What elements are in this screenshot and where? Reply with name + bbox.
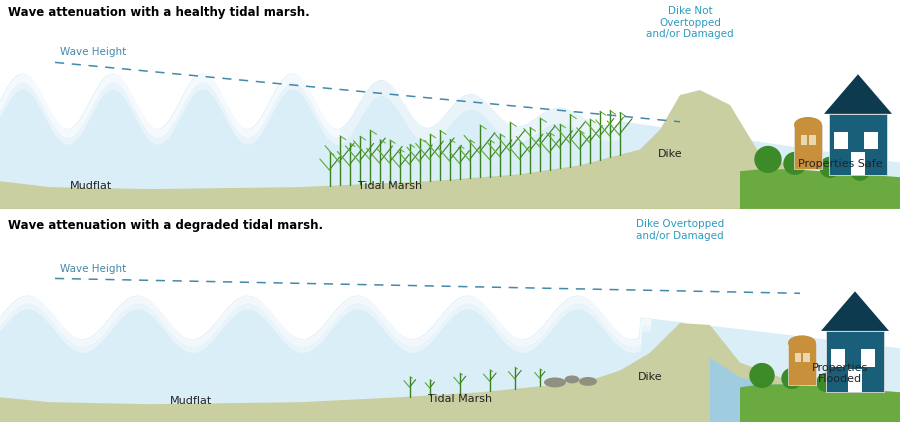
Text: Mudflat: Mudflat xyxy=(70,181,112,191)
Bar xyxy=(831,349,845,367)
Polygon shape xyxy=(0,90,900,209)
Circle shape xyxy=(750,364,774,387)
Bar xyxy=(848,369,862,392)
Text: Wave attenuation with a degraded tidal marsh.: Wave attenuation with a degraded tidal m… xyxy=(8,219,323,232)
Text: Wave attenuation with a healthy tidal marsh.: Wave attenuation with a healthy tidal ma… xyxy=(8,6,310,19)
Polygon shape xyxy=(824,74,892,114)
Polygon shape xyxy=(740,384,900,422)
Circle shape xyxy=(817,373,835,391)
Bar xyxy=(801,135,807,145)
Circle shape xyxy=(820,157,840,177)
Polygon shape xyxy=(0,331,900,422)
Bar xyxy=(850,152,865,175)
Text: Dike: Dike xyxy=(658,149,682,160)
Bar xyxy=(833,132,848,149)
Ellipse shape xyxy=(788,335,816,350)
Bar xyxy=(804,353,810,362)
Polygon shape xyxy=(0,323,900,422)
Text: Properties Safe: Properties Safe xyxy=(797,159,882,169)
Text: Wave Height: Wave Height xyxy=(60,47,126,57)
Bar xyxy=(794,125,822,169)
Bar xyxy=(829,114,887,175)
Text: Mudflat: Mudflat xyxy=(170,396,212,406)
Bar xyxy=(826,331,884,392)
Ellipse shape xyxy=(564,376,580,384)
Circle shape xyxy=(755,146,781,172)
Text: Tidal Marsh: Tidal Marsh xyxy=(428,394,492,404)
Text: Dike Not
Overtopped
and/or Damaged: Dike Not Overtopped and/or Damaged xyxy=(646,6,733,39)
Ellipse shape xyxy=(579,377,597,386)
Text: Dike: Dike xyxy=(638,372,662,382)
Text: Properties
Flooded: Properties Flooded xyxy=(812,363,868,384)
Ellipse shape xyxy=(794,117,822,133)
Text: Tidal Marsh: Tidal Marsh xyxy=(358,181,422,191)
Bar xyxy=(809,135,815,145)
Polygon shape xyxy=(740,169,900,209)
Text: Dike Overtopped
and/or Damaged: Dike Overtopped and/or Damaged xyxy=(636,219,724,241)
Text: Wave Height: Wave Height xyxy=(60,263,126,273)
Polygon shape xyxy=(0,98,900,209)
Polygon shape xyxy=(710,358,900,422)
Bar xyxy=(788,343,816,385)
Circle shape xyxy=(784,152,806,174)
Circle shape xyxy=(851,162,869,180)
Bar xyxy=(864,132,878,149)
Bar xyxy=(795,353,801,362)
Bar xyxy=(860,349,876,367)
Polygon shape xyxy=(821,291,889,331)
Circle shape xyxy=(782,368,802,388)
Ellipse shape xyxy=(544,377,566,387)
